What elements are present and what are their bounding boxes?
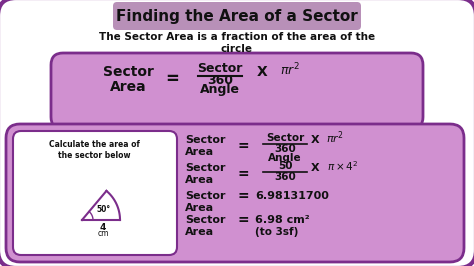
Text: Area: Area [185, 227, 214, 237]
Text: Sector: Sector [185, 163, 226, 173]
FancyBboxPatch shape [113, 2, 361, 30]
Text: 6.98131700: 6.98131700 [255, 191, 329, 201]
Text: Finding the Area of a Sector: Finding the Area of a Sector [116, 10, 358, 24]
Text: =: = [237, 189, 249, 203]
Text: Sector: Sector [185, 191, 226, 201]
Text: =: = [237, 139, 249, 153]
Text: Sector: Sector [185, 135, 226, 145]
Text: Angle: Angle [268, 153, 302, 163]
Text: Area: Area [185, 175, 214, 185]
Text: Area: Area [185, 203, 214, 213]
Text: 360: 360 [274, 172, 296, 182]
Text: X: X [310, 163, 319, 173]
Text: 4: 4 [100, 222, 106, 231]
Text: =: = [237, 213, 249, 227]
Text: Sector: Sector [266, 133, 304, 143]
Text: Sector: Sector [185, 215, 226, 225]
Text: cm: cm [97, 230, 109, 239]
Text: =: = [237, 167, 249, 181]
Text: X: X [256, 65, 267, 79]
FancyBboxPatch shape [6, 124, 464, 262]
Text: 50°: 50° [96, 206, 110, 214]
Text: 50: 50 [278, 161, 292, 171]
FancyBboxPatch shape [51, 53, 423, 129]
Text: (to 3sf): (to 3sf) [255, 227, 298, 237]
Text: Sector: Sector [102, 65, 154, 79]
Text: Area: Area [109, 80, 146, 94]
Text: =: = [165, 70, 179, 88]
Text: $\pi r^2$: $\pi r^2$ [280, 62, 300, 78]
Text: 6.98 cm²: 6.98 cm² [255, 215, 310, 225]
Text: $\pi r^2$: $\pi r^2$ [326, 130, 344, 146]
Text: The Sector Area is a fraction of the area of the
circle: The Sector Area is a fraction of the are… [99, 32, 375, 54]
Text: $\pi \times 4^2$: $\pi \times 4^2$ [327, 159, 359, 173]
Text: Angle: Angle [200, 84, 240, 97]
Text: 360: 360 [207, 74, 233, 88]
Text: 360: 360 [274, 144, 296, 154]
Text: Calculate the area of
the sector below: Calculate the area of the sector below [48, 140, 139, 160]
Text: Area: Area [185, 147, 214, 157]
FancyBboxPatch shape [13, 131, 177, 255]
Text: Sector: Sector [197, 63, 243, 76]
Text: X: X [310, 135, 319, 145]
